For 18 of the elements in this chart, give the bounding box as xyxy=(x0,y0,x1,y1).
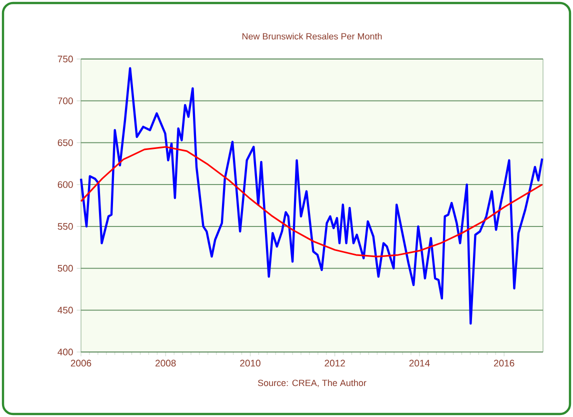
x-tick-label: 2014 xyxy=(409,360,430,366)
y-tick-label: 550 xyxy=(58,223,73,230)
x-tick-label: 2010 xyxy=(240,360,260,366)
line-series xyxy=(80,146,543,258)
x-tick-label: 2012 xyxy=(324,360,345,366)
source-note: Source: CREA, The Author xyxy=(258,379,366,388)
x-tick-label: 2008 xyxy=(156,360,176,366)
chart-title: New Brunswick Resales Per Month xyxy=(242,32,382,40)
y-tick-label: 500 xyxy=(58,264,73,272)
line-series xyxy=(80,67,544,325)
y-tick-label: 600 xyxy=(58,181,73,188)
y-tick-label: 650 xyxy=(58,139,73,146)
y-tick-label: 700 xyxy=(58,97,73,104)
y-tick-label: 750 xyxy=(58,56,73,62)
x-tick-label: 2006 xyxy=(70,360,92,366)
y-tick-label: 400 xyxy=(58,348,73,356)
x-tick-label: 2016 xyxy=(494,360,514,366)
y-tick-label: 450 xyxy=(58,306,73,314)
